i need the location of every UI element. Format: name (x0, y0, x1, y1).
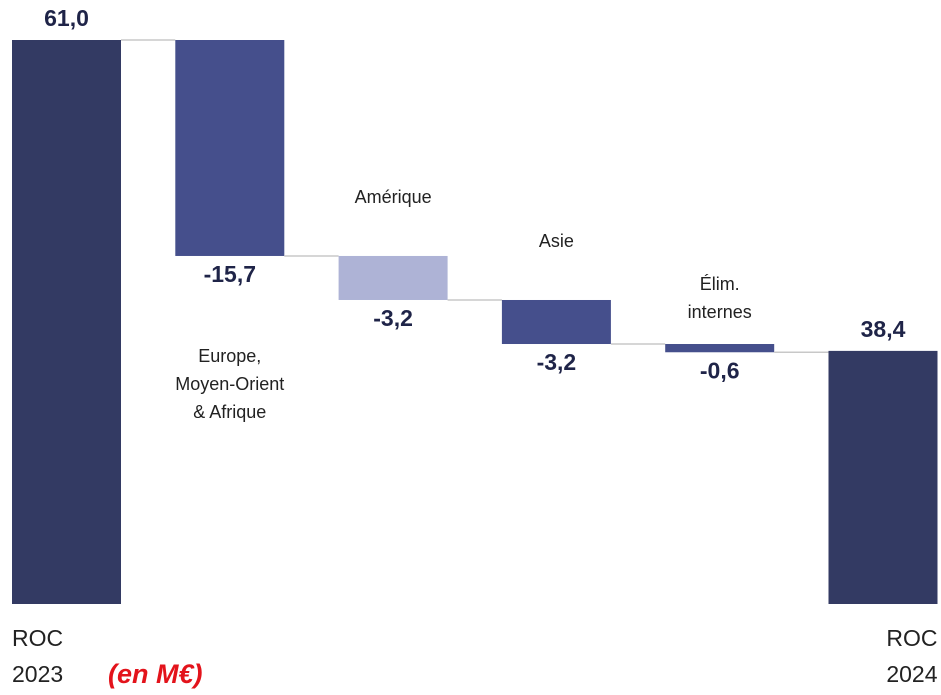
category-label: Europe, Moyen-Orient & Afrique (175, 346, 284, 422)
category-line: Europe, (198, 346, 261, 366)
value-label: -3,2 (537, 349, 577, 375)
category-line: Asie (539, 231, 574, 251)
category-line: & Afrique (193, 402, 266, 422)
category-label: Amérique (355, 187, 432, 207)
value-label: -3,2 (373, 305, 413, 331)
category-line: internes (688, 302, 752, 322)
bar (338, 255, 448, 300)
category-line: ROC (886, 625, 937, 651)
annotation: (en M€) (108, 659, 203, 689)
category-line: Moyen-Orient (175, 374, 284, 394)
value-label: -0,6 (700, 357, 740, 383)
value-label: 61,0 (44, 5, 89, 31)
category-label: ROC 2023 (12, 625, 63, 687)
bar (665, 344, 775, 353)
category-line: ROC (12, 625, 63, 651)
value-label: -15,7 (204, 261, 256, 287)
bar (828, 350, 938, 604)
category-label: Asie (539, 231, 574, 251)
category-line: Amérique (355, 187, 432, 207)
category-line: Élim. (700, 274, 740, 294)
category-label: Élim. internes (688, 274, 752, 322)
bar (501, 299, 611, 345)
category-line: 2024 (886, 661, 937, 687)
category-label: ROC 2024 (886, 625, 937, 687)
bar (175, 40, 285, 256)
value-label: 38,4 (861, 316, 906, 342)
category-line: 2023 (12, 661, 63, 687)
bar (12, 40, 121, 604)
